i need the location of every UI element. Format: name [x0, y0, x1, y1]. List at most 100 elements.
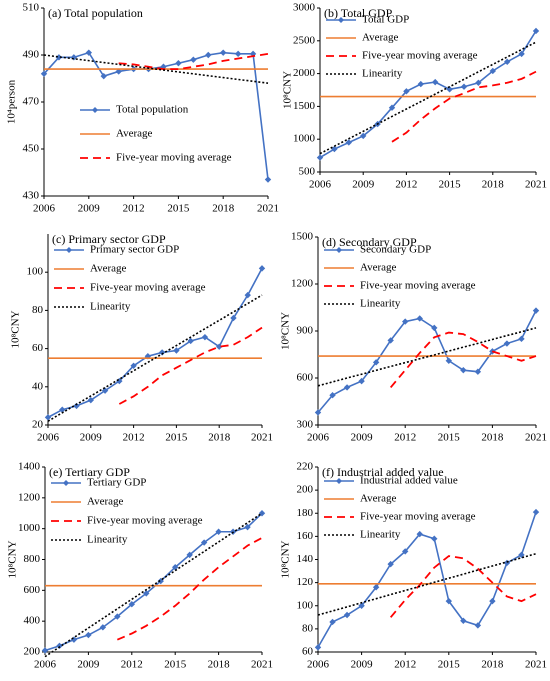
data-point — [518, 335, 525, 343]
x-tick-label: 2006 — [307, 432, 330, 444]
data-point — [402, 548, 409, 555]
data-point — [200, 539, 208, 546]
data-point — [172, 564, 179, 571]
data-point — [504, 58, 511, 65]
data-point — [432, 78, 439, 86]
series-line — [319, 41, 537, 155]
data-point — [99, 624, 107, 631]
data-point — [416, 530, 423, 538]
data-point — [100, 72, 107, 80]
data-point — [431, 535, 438, 542]
data-point — [201, 333, 209, 341]
series-line — [317, 511, 537, 648]
data-point — [445, 597, 452, 605]
series-line — [118, 326, 263, 405]
y-tick-label: 1200 — [291, 278, 314, 290]
data-point — [372, 359, 380, 366]
legend-label: Linearity — [87, 534, 128, 546]
x-tick-label: 2015 — [165, 432, 188, 444]
data-point — [329, 392, 336, 399]
x-tick-label: 2012 — [123, 203, 145, 215]
y-tick-label: 800 — [24, 553, 41, 565]
data-point — [130, 362, 137, 369]
y-tick-label: 100 — [297, 599, 314, 611]
chart-title: (f) Industrial added value — [322, 465, 444, 479]
data-point — [244, 291, 251, 299]
legend-label: Five-year moving average — [362, 50, 478, 62]
legend-label: Total GDP — [362, 14, 409, 26]
data-point — [244, 523, 251, 531]
series-line — [317, 327, 537, 387]
y-tick-label: 600 — [297, 372, 314, 384]
x-tick-label: 2012 — [394, 432, 416, 444]
y-tick-label: 1000 — [293, 133, 316, 145]
legend-label: Linearity — [360, 529, 401, 541]
panel: 20 40 60 80 100 2006 2009 2012 2015 2018 2021 (c) P… — [10, 232, 273, 444]
data-point — [41, 647, 49, 654]
y-tick-label: 2500 — [293, 34, 316, 46]
data-point — [158, 349, 166, 356]
x-tick-label: 2021 — [525, 179, 547, 191]
y-tick-label: 470 — [23, 96, 40, 108]
data-point — [44, 414, 52, 421]
x-tick-label: 2018 — [208, 432, 231, 444]
series-line — [389, 331, 537, 388]
y-tick-label: 1200 — [18, 491, 41, 503]
data-point — [190, 56, 197, 63]
data-point — [186, 551, 193, 559]
y-tick-label: 220 — [297, 461, 314, 473]
x-tick-label: 2006 — [307, 659, 330, 671]
x-tick-label: 2021 — [251, 432, 273, 444]
data-point — [230, 314, 237, 322]
y-tick-label: 490 — [23, 49, 40, 61]
data-point — [403, 88, 410, 95]
x-tick-label: 2021 — [257, 203, 279, 215]
x-tick-label: 2009 — [80, 432, 103, 444]
y-tick-label: 1500 — [291, 231, 314, 243]
y-tick-label: 40 — [32, 380, 44, 392]
legend-label: Average — [362, 32, 399, 44]
data-point — [387, 560, 394, 568]
data-point — [205, 51, 212, 59]
data-point — [446, 86, 453, 93]
series-line — [116, 537, 263, 641]
data-point — [431, 324, 438, 332]
y-axis-label: 10⁸CNY — [280, 540, 292, 578]
data-point — [173, 347, 180, 354]
data-point — [59, 406, 66, 413]
legend-marker — [92, 107, 98, 113]
chart-title: (d) Secondary GDP — [322, 235, 417, 249]
data-point — [474, 368, 482, 375]
data-point — [157, 577, 164, 585]
y-tick-label: 20 — [32, 419, 44, 431]
data-point — [258, 265, 266, 272]
data-point — [128, 601, 135, 608]
y-axis-label: 10⁸CNY — [10, 310, 22, 348]
chart-title: (c) Primary sector GDP — [52, 232, 166, 246]
y-tick-label: 510 — [23, 2, 40, 14]
legend-label: Secondary GDP — [360, 244, 431, 256]
chart-title: (a) Total population — [48, 6, 143, 20]
data-point — [532, 508, 540, 516]
legend-label: Five-year moving average — [116, 152, 232, 164]
series-line — [389, 555, 537, 618]
data-point — [216, 343, 223, 350]
data-point — [316, 154, 324, 161]
data-point — [503, 340, 511, 347]
series-line — [47, 268, 263, 419]
data-point — [85, 631, 92, 639]
y-tick-label: 500 — [299, 166, 316, 178]
y-tick-label: 2000 — [293, 67, 316, 79]
data-point — [372, 584, 380, 591]
data-point — [345, 139, 352, 146]
data-point — [85, 49, 92, 56]
y-tick-label: 1500 — [293, 100, 316, 112]
x-tick-label: 2015 — [167, 203, 190, 215]
data-point — [388, 104, 396, 111]
legend-label: Average — [116, 128, 153, 140]
data-point — [416, 315, 423, 322]
series-line — [317, 552, 537, 616]
series-line — [43, 51, 269, 180]
y-tick-label: 80 — [302, 622, 314, 634]
x-tick-label: 2018 — [481, 659, 504, 671]
